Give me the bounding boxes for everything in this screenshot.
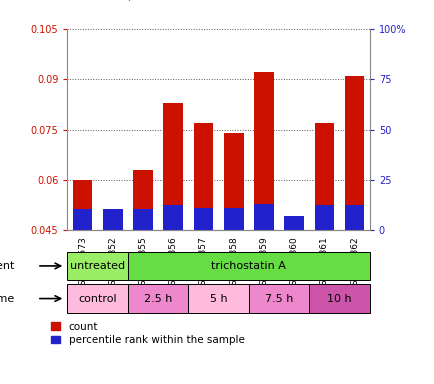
Bar (163, 205, 183, 230)
Bar (344, 205, 364, 230)
Text: trichostatin A: trichostatin A (211, 261, 286, 271)
Bar (103, 209, 122, 230)
Bar (224, 207, 243, 230)
Bar (188, 284, 248, 313)
Bar (224, 133, 243, 230)
Bar (163, 103, 183, 230)
Text: 5 h: 5 h (209, 293, 227, 304)
Bar (193, 207, 213, 230)
Text: 2.5 h: 2.5 h (144, 293, 172, 304)
Bar (133, 170, 152, 230)
Bar (344, 76, 364, 230)
Text: time: time (0, 293, 15, 304)
Legend: count, percentile rank within the sample: count, percentile rank within the sample (51, 322, 244, 345)
Text: control: control (78, 293, 117, 304)
Bar (133, 209, 152, 230)
Bar (103, 217, 122, 230)
Bar (284, 223, 303, 230)
Bar (128, 284, 188, 313)
Bar (72, 180, 92, 230)
Bar (284, 216, 303, 230)
Bar (128, 252, 369, 280)
Text: untreated: untreated (70, 261, 125, 271)
Text: GDS2923 / 2385: GDS2923 / 2385 (59, 0, 172, 2)
Text: agent: agent (0, 261, 15, 271)
Bar (314, 205, 333, 230)
Text: 10 h: 10 h (326, 293, 351, 304)
Bar (309, 284, 369, 313)
Bar (253, 204, 273, 230)
Bar (248, 284, 309, 313)
Bar (72, 209, 92, 230)
Text: 7.5 h: 7.5 h (264, 293, 293, 304)
Bar (193, 123, 213, 230)
Bar (253, 73, 273, 230)
Bar (314, 123, 333, 230)
Bar (67, 252, 128, 280)
Bar (67, 284, 128, 313)
